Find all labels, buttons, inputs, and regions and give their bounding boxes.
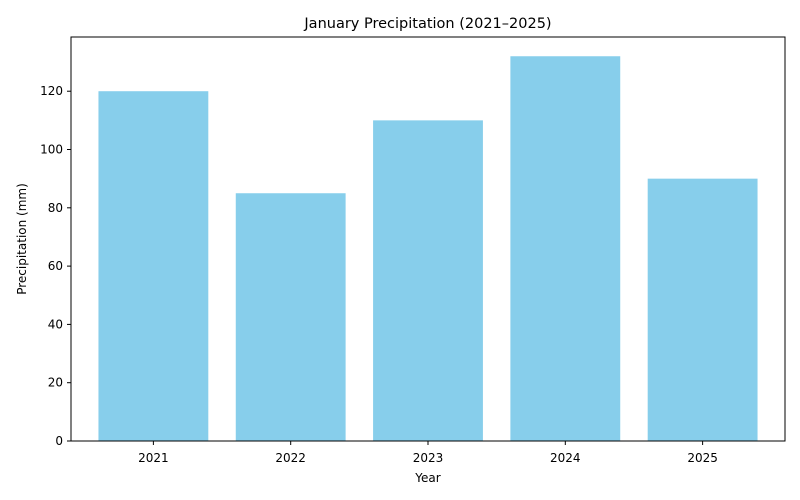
y-tick-label: 80 — [48, 201, 63, 215]
y-tick-label: 0 — [55, 434, 63, 448]
x-tick-label: 2025 — [687, 451, 718, 465]
y-tick-label: 100 — [40, 143, 63, 157]
chart-title: January Precipitation (2021–2025) — [303, 16, 551, 32]
y-tick-label: 120 — [40, 84, 63, 98]
y-axis-label: Precipitation (mm) — [15, 183, 29, 295]
bars-group — [98, 56, 758, 441]
bar-2023 — [373, 120, 483, 441]
bar-2025 — [647, 178, 758, 441]
y-tick-label: 40 — [48, 317, 63, 331]
x-axis-ticks: 2021 2022 2023 2024 2025 — [138, 441, 718, 465]
bar-2024 — [510, 56, 621, 441]
x-tick-label: 2024 — [550, 451, 581, 465]
bar-2022 — [235, 193, 346, 441]
y-tick-label: 60 — [48, 259, 63, 273]
x-tick-label: 2021 — [138, 451, 169, 465]
y-tick-label: 20 — [48, 376, 63, 390]
x-tick-label: 2023 — [413, 451, 444, 465]
x-axis-label: Year — [414, 471, 440, 485]
y-axis-ticks: 0 20 40 60 80 100 120 — [40, 84, 71, 448]
plot-frame — [70, 36, 786, 442]
x-tick-label: 2022 — [275, 451, 306, 465]
bar-2021 — [98, 91, 209, 441]
